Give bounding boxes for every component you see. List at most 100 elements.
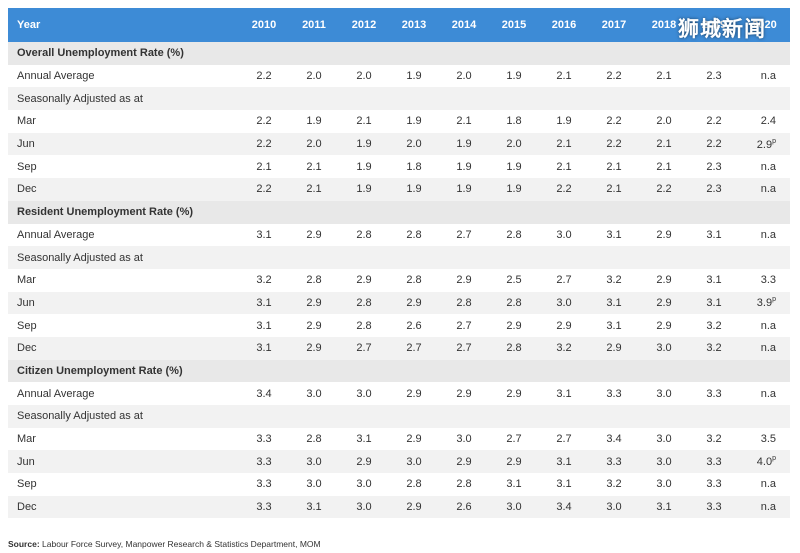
cell-value: 3.0 <box>306 387 322 400</box>
cell-value: 1.9 <box>406 115 422 128</box>
value-cell: 2.8 <box>489 291 539 315</box>
value-cell: n.a <box>739 382 790 405</box>
value-cell: 3.3 <box>689 495 739 519</box>
value-cell: 3.1 <box>239 336 289 360</box>
value-cell <box>489 246 539 269</box>
value-cell <box>489 200 539 224</box>
cell-value: 2.0 <box>656 115 672 128</box>
table-row: Mar 3.2 2.8 2.9 2.8 2.9 2.5 2.7 3.2 2.9 3.1 3.3 <box>8 268 790 292</box>
value-cell: 1.9 <box>489 178 539 201</box>
value-cell: 2.7 <box>539 427 589 451</box>
value-cell <box>539 87 589 111</box>
value-cell: 3.1 <box>539 450 589 474</box>
table-row: Sep 2.1 2.1 1.9 1.8 1.9 1.9 2.1 2.1 2.1 2.3 n.a <box>8 155 790 179</box>
value-cell: 2.1 <box>539 64 589 88</box>
cell-value: 1.9 <box>506 160 522 173</box>
cell-value: 2.2 <box>256 70 272 83</box>
cell-value: 2.1 <box>656 70 672 83</box>
cell-value: 2.8 <box>406 228 422 241</box>
cell-value: 3.0 <box>406 455 422 468</box>
cell-value: 3.2 <box>706 433 722 446</box>
value-cell: 2.1 <box>439 110 489 133</box>
value-cell <box>389 42 439 65</box>
value-cell: 2.8 <box>289 427 339 451</box>
value-cell <box>389 359 439 383</box>
cell-value: n.a <box>760 160 776 173</box>
value-cell <box>689 200 739 224</box>
cell-value: 1.8 <box>506 115 522 128</box>
value-cell: 2.2 <box>539 178 589 201</box>
cell-value: 3.1 <box>556 455 572 468</box>
cell-value: 3.0 <box>656 342 672 355</box>
cell-value: 2.2 <box>606 115 622 128</box>
cell-value: 3.3 <box>256 501 272 514</box>
cell-value: 3.0 <box>356 501 372 514</box>
header-year-2017: 2017 <box>589 8 639 42</box>
value-cell: 2.0 <box>339 64 389 88</box>
value-cell <box>639 87 689 111</box>
value-cell <box>739 405 790 428</box>
row-label: Seasonally Adjusted as at <box>8 405 239 428</box>
value-cell: 3.2 <box>689 314 739 337</box>
cell-value: 3.0 <box>306 478 322 491</box>
value-cell: 3.4 <box>539 495 589 519</box>
cell-value: 3.0 <box>456 433 472 446</box>
value-cell: 3.0 <box>589 495 639 519</box>
value-cell: 3.0 <box>489 495 539 519</box>
preliminary-marker: p <box>772 455 776 463</box>
cell-value: n.a <box>760 387 776 400</box>
value-cell <box>339 200 389 224</box>
cell-value: 2.8 <box>306 433 322 446</box>
cell-value: 2.1 <box>656 160 672 173</box>
cell-value: 2.0 <box>306 70 322 83</box>
cell-value: 2.9 <box>406 296 422 309</box>
value-cell: 2.8 <box>389 268 439 292</box>
section-header-row: Overall Unemployment Rate (%) <box>8 42 790 65</box>
unemployment-table: Year 2010 2011 2012 2013 2014 2015 2016 2017 2018… <box>8 8 790 519</box>
cell-value: 4.0 <box>756 456 773 469</box>
cell-value: 2.1 <box>556 70 572 83</box>
row-label: Dec <box>8 495 239 519</box>
value-cell: 2.7 <box>539 268 589 292</box>
cell-value: 2.9 <box>406 387 422 400</box>
cell-value: 3.0 <box>556 228 572 241</box>
cell-value: 3.1 <box>706 274 722 287</box>
cell-value: 2.9 <box>306 296 322 309</box>
cell-value: 3.0 <box>356 387 372 400</box>
cell-value: 3.3 <box>706 455 722 468</box>
value-cell: 3.0 <box>639 427 689 451</box>
cell-value: 2.8 <box>506 228 522 241</box>
value-cell: 3.0 <box>539 223 589 247</box>
value-cell: n.a <box>739 64 790 88</box>
table-row: Dec 3.1 2.9 2.7 2.7 2.7 2.8 3.2 2.9 3.0 3.2 n.a <box>8 336 790 360</box>
value-cell <box>239 42 289 65</box>
value-cell: 3.0 <box>639 382 689 405</box>
cell-value: n.a <box>760 319 776 332</box>
value-cell: 3.3 <box>239 495 289 519</box>
cell-value: 2.8 <box>406 274 422 287</box>
value-cell: 2.7 <box>339 336 389 360</box>
row-label: Sep <box>8 314 239 337</box>
header-year-2012: 2012 <box>339 8 389 42</box>
value-cell <box>389 246 439 269</box>
cell-value: 2.9 <box>356 274 372 287</box>
cell-value: 3.1 <box>606 296 622 309</box>
cell-value: 2.9 <box>456 274 472 287</box>
value-cell: 3.0 <box>289 382 339 405</box>
cell-value: 1.9 <box>406 70 422 83</box>
cell-value: 3.1 <box>556 387 572 400</box>
cell-value: 2.7 <box>556 274 572 287</box>
cell-value: 2.6 <box>406 319 422 332</box>
value-cell: 2.9 <box>439 450 489 474</box>
cell-value: 2.8 <box>356 296 372 309</box>
cell-value: 2.1 <box>356 115 372 128</box>
cell-value: 2.0 <box>506 138 522 151</box>
cell-value: 2.9 <box>406 433 422 446</box>
cell-value: 2.1 <box>256 160 272 173</box>
cell-value: 2.9 <box>506 319 522 332</box>
cell-value: 3.1 <box>706 228 722 241</box>
value-cell: 2.9 <box>639 291 689 315</box>
cell-value: 2.2 <box>256 138 272 151</box>
value-cell: 2.8 <box>389 223 439 247</box>
header-year-2014: 2014 <box>439 8 489 42</box>
